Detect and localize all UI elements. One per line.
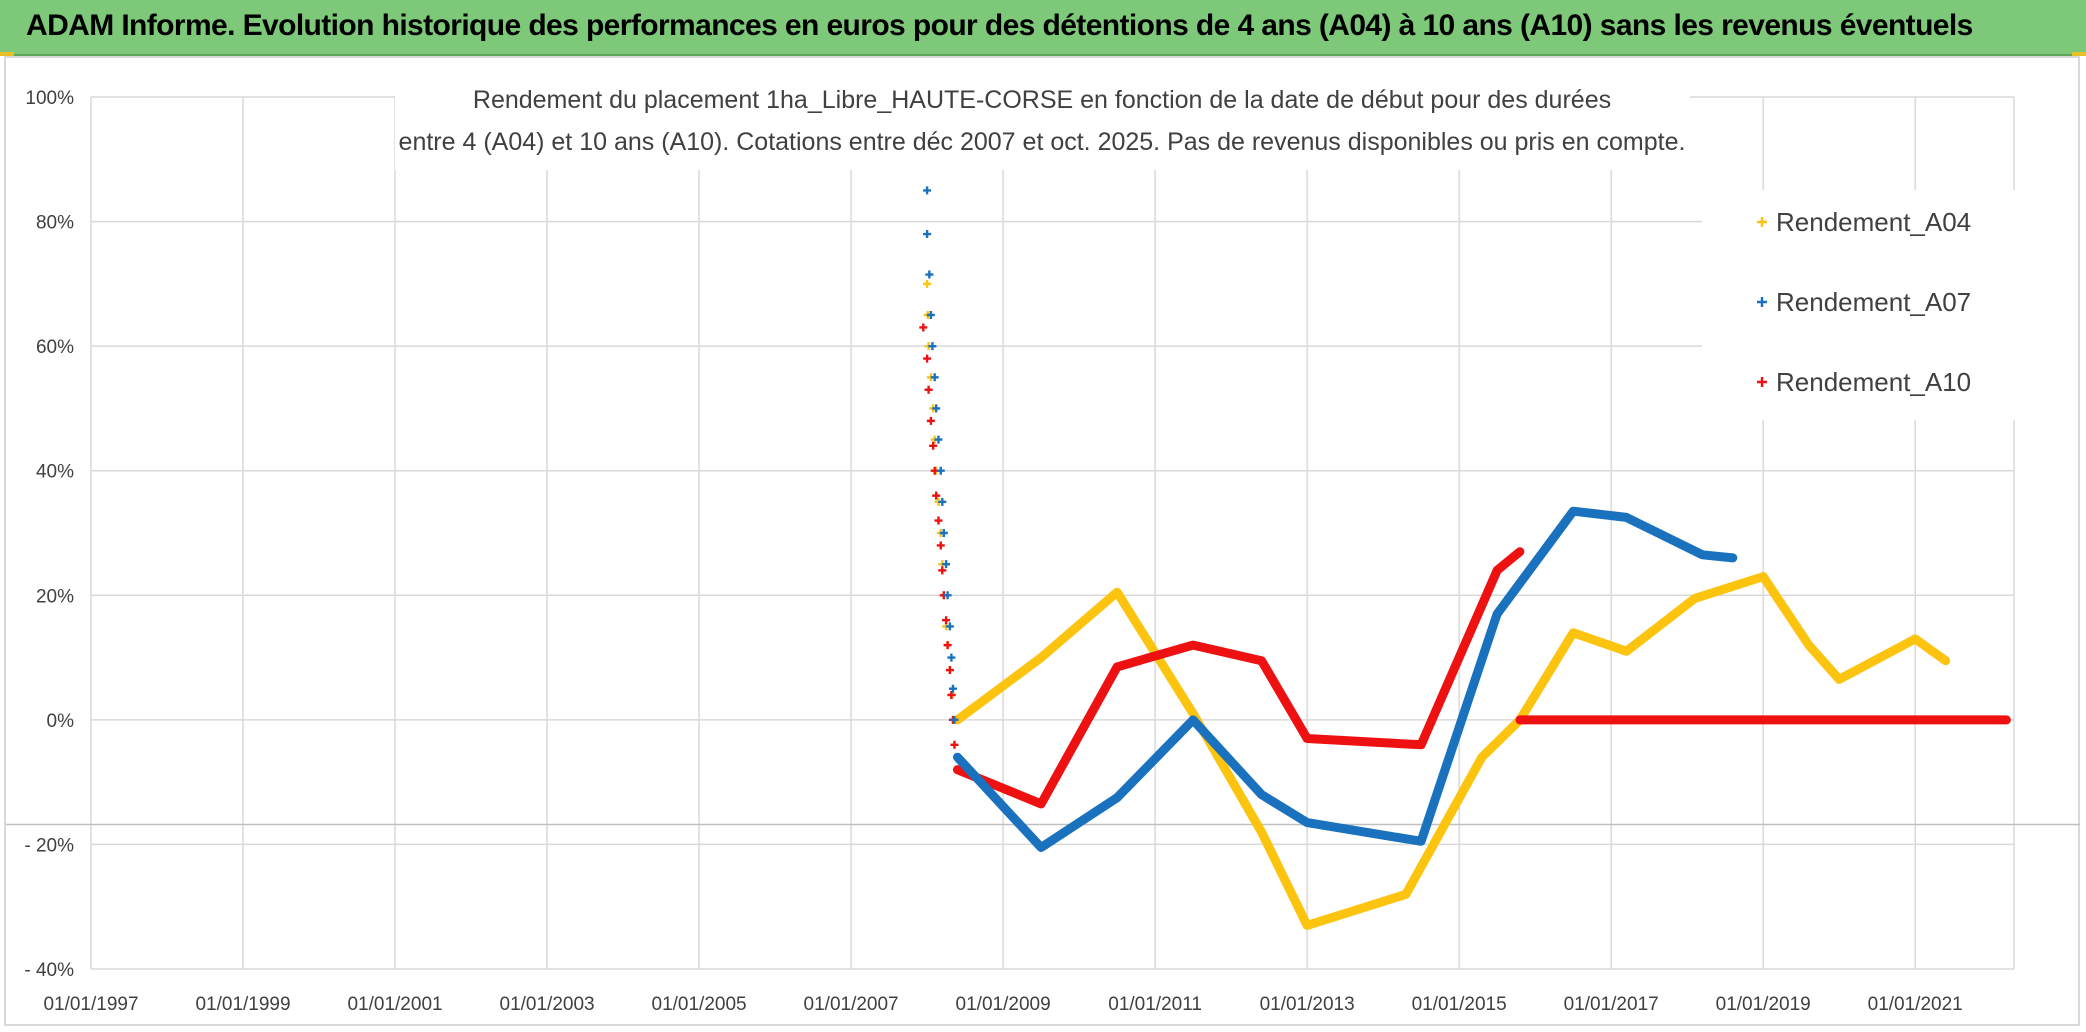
axis-ticks: - 40% - 20% 0% 20% 40% 60% 80% 100% 01/01/1997 01… — [24, 88, 1962, 1015]
data-point — [938, 497, 947, 506]
y-tick-label: 0% — [47, 711, 75, 732]
legend-label: Rendement_A07 — [1776, 287, 1971, 317]
data-point — [950, 740, 959, 749]
x-tick-label: 01/01/2015 — [1412, 994, 1507, 1015]
data-point — [926, 311, 935, 319]
data-point — [923, 279, 932, 288]
data-point — [942, 616, 951, 625]
x-tick-label: 01/01/2017 — [1564, 994, 1659, 1015]
legend-marker — [1757, 297, 1767, 307]
x-tick-label: 01/01/2005 — [652, 994, 747, 1015]
y-tick-label: 100% — [25, 88, 74, 109]
x-tick-label: 01/01/1997 — [43, 994, 138, 1015]
data-point — [934, 435, 943, 444]
data-point — [925, 270, 934, 279]
data-point — [936, 466, 945, 475]
frame-corner-mark — [0, 52, 14, 56]
legend: Rendement_A04 Rendement_A07 Rendement_A10 — [1757, 207, 1971, 397]
title-background — [395, 70, 1690, 170]
series-Rendement_A10 — [919, 323, 2011, 809]
x-tick-label: 01/01/2003 — [500, 994, 595, 1015]
series-layer — [919, 186, 2011, 930]
data-point — [923, 354, 932, 363]
data-point — [950, 715, 959, 724]
banner-title: ADAM Informe. Evolution historique des p… — [26, 9, 1973, 42]
y-tick-label: 80% — [36, 213, 74, 234]
y-tick-label: - 20% — [24, 835, 74, 856]
data-point — [924, 385, 933, 394]
legend-label: Rendement_A10 — [1776, 367, 1971, 397]
legend-background — [1702, 190, 2020, 420]
x-tick-label: 01/01/2021 — [1868, 994, 1963, 1015]
data-point — [923, 230, 932, 239]
data-point — [939, 529, 948, 537]
data-point — [947, 653, 956, 662]
legend-marker — [1757, 377, 1767, 387]
chart-frame — [4, 56, 2080, 1026]
x-tick-label: 01/01/2009 — [956, 994, 1051, 1015]
x-tick-label: 01/01/2001 — [347, 994, 442, 1015]
y-tick-label: 20% — [36, 586, 74, 607]
data-point — [943, 591, 952, 600]
chart-title-line-2: entre 4 (A04) et 10 ans (A10). Cotations… — [399, 128, 1686, 156]
data-point — [934, 516, 943, 525]
series-Rendement_A07 — [923, 186, 1738, 852]
x-tick-label: 01/01/2013 — [1260, 994, 1355, 1015]
data-point — [932, 404, 941, 413]
data-point — [928, 342, 937, 351]
data-point — [923, 186, 932, 195]
data-point — [938, 566, 947, 575]
chart-title-line-1: Rendement du placement 1ha_Libre_HAUTE-C… — [473, 86, 1611, 114]
data-point — [936, 541, 945, 550]
y-tick-label: 60% — [36, 337, 74, 358]
x-tick-label: 01/01/1999 — [195, 994, 290, 1015]
frame-corner-mark — [2072, 52, 2086, 56]
data-point — [943, 641, 952, 650]
x-tick-label: 01/01/2011 — [1108, 994, 1202, 1015]
series-line — [953, 506, 1738, 852]
data-point — [930, 373, 939, 382]
y-tick-label: 40% — [36, 462, 74, 483]
data-point — [919, 323, 928, 332]
data-point — [942, 560, 951, 569]
data-point — [929, 441, 938, 450]
data-point — [947, 690, 956, 699]
data-point — [945, 622, 954, 631]
legend-marker — [1757, 217, 1767, 227]
data-point — [945, 666, 954, 675]
series-line — [953, 547, 1525, 809]
y-tick-label: - 40% — [24, 960, 74, 981]
data-point — [932, 491, 941, 500]
legend-label: Rendement_A04 — [1776, 207, 1971, 237]
data-point — [926, 416, 935, 425]
x-tick-label: 01/01/2007 — [804, 994, 899, 1015]
x-tick-label: 01/01/2019 — [1716, 994, 1811, 1015]
data-point — [948, 684, 957, 693]
header-banner: ADAM Informe. Evolution historique des p… — [0, 0, 2086, 56]
